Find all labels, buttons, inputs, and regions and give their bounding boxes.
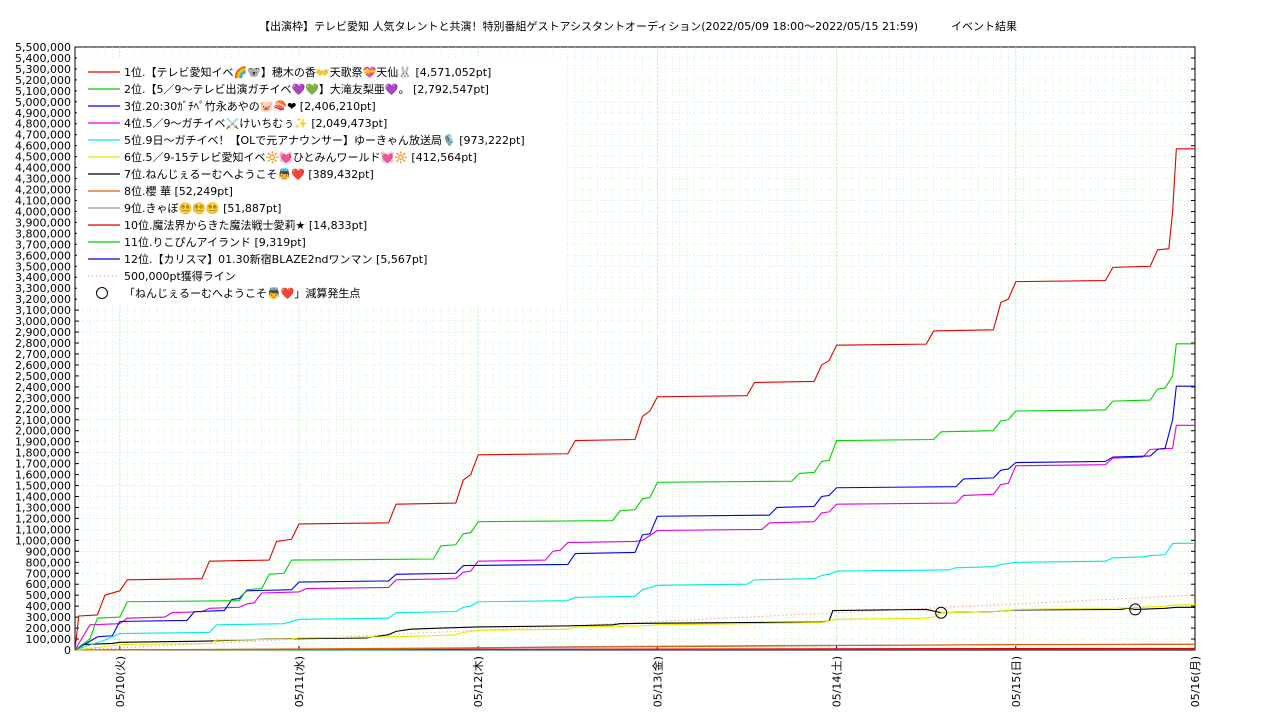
y-tick-label: 2,800,000 [15,337,71,350]
legend-label: 10位.魔法界からきた魔法戦士愛莉★ [14,833pt] [124,218,367,232]
y-tick-label: 700,000 [26,567,72,580]
y-tick-label: 4,200,000 [15,184,71,197]
marker-point [935,606,948,619]
y-tick-label: 1,400,000 [15,491,71,504]
y-tick-label: 300,000 [26,611,72,624]
x-tick-label: 05/13(金) [650,656,664,707]
y-tick-label: 5,300,000 [15,63,71,76]
y-tick-label: 1,500,000 [15,480,71,493]
series-line [74,604,1195,651]
series-line [74,385,1195,651]
legend-label: 1位.【テレビ愛知イベ🌈🐨】穂木の香👐天歌祭💝天仙🐰 [4,571,052pt] [124,65,491,79]
y-tick-label: 3,900,000 [15,216,71,229]
y-tick-label: 5,400,000 [15,52,71,65]
y-tick-label: 2,500,000 [15,370,71,383]
y-tick-label: 1,600,000 [15,469,71,482]
y-tick-label: 4,500,000 [15,151,71,164]
y-tick-label: 2,200,000 [15,403,71,416]
y-tick-label: 4,400,000 [15,162,71,175]
y-tick-label: 5,500,000 [15,41,71,54]
y-tick-label: 4,100,000 [15,194,71,207]
marker-point [1129,603,1142,616]
x-tick-label: 05/15(日) [1010,656,1023,707]
y-tick-label: 1,200,000 [15,512,71,525]
y-tick-label: 3,000,000 [15,315,71,328]
y-tick-label: 4,800,000 [15,118,71,131]
legend-box [77,57,567,305]
y-axis: 0100,000200,000300,000400,000500,000600,… [15,41,1195,657]
y-tick-label: 2,300,000 [15,392,71,405]
y-tick-label: 100,000 [26,633,72,646]
y-tick-label: 2,000,000 [15,425,71,438]
y-tick-label: 1,300,000 [15,501,71,514]
chart-title: 【出演枠】テレビ愛知 人気タレントと共演！特別番組ゲストアシスタントオーディショ… [259,19,1017,33]
reference-line [74,594,1196,651]
y-tick-label: 3,300,000 [15,282,71,295]
legend-label: 3位.20:30ｶﾞﾁﾍﾟ竹永あやの🐷🍣❤ [2,406,210pt] [124,99,376,113]
y-tick-label: 600,000 [26,578,72,591]
series-group [74,148,1196,651]
y-tick-label: 3,200,000 [15,293,71,306]
marker-group [935,603,1142,619]
y-tick-label: 5,100,000 [15,85,71,98]
legend-label: 500,000pt獲得ライン [124,270,236,283]
y-tick-label: 2,600,000 [15,359,71,372]
y-tick-label: 3,400,000 [15,271,71,284]
legend-label: 「ねんじぇるーむへようこそ👼❤️」減算発生点 [124,286,360,300]
legend-label: 5位.9日〜ガチイベ！【OLで元アナウンサー】ゆーきゃん放送局🎙️ [973,2… [124,133,525,147]
y-tick-label: 2,900,000 [15,326,71,339]
y-tick-label: 5,000,000 [15,96,71,109]
series-line [74,643,1196,651]
y-tick-label: 2,100,000 [15,414,71,427]
y-tick-label: 4,700,000 [15,129,71,142]
y-tick-label: 3,800,000 [15,227,71,240]
y-tick-label: 5,200,000 [15,74,71,87]
y-tick-label: 3,500,000 [15,260,71,273]
reference-line-path [74,594,1196,651]
y-tick-label: 1,700,000 [15,458,71,471]
y-tick-label: 1,900,000 [15,436,71,449]
x-tick-label: 05/11(水) [293,656,306,707]
legend-label: 8位.櫻 華 [52,249pt] [124,184,233,198]
y-tick-label: 3,700,000 [15,238,71,251]
legend-label: 2位.【5／9〜テレビ出演ガチイベ💜💚】大滝友梨亜💜。 [2,792,547pt… [124,82,489,96]
series-line [74,542,1195,651]
legend-label: 6位.5／9-15テレビ愛知イベ🔆💓ひとみんワールド💓🔆 [412,564pt] [124,150,477,164]
series-line [74,424,1195,651]
legend-label: 11位.りこぴんアイランド [9,319pt] [124,235,306,249]
y-tick-label: 1,000,000 [15,534,71,547]
y-tick-label: 4,900,000 [15,107,71,120]
y-tick-label: 4,000,000 [15,205,71,218]
x-tick-label: 05/14(土) [831,656,844,707]
legend-label: 7位.ねんじぇるーむへようこそ👼❤️ [389,432pt] [124,167,374,181]
series-line [74,148,1195,651]
y-tick-label: 1,100,000 [15,523,71,536]
y-tick-label: 400,000 [26,600,72,613]
y-tick-label: 3,100,000 [15,304,71,317]
y-tick-label: 200,000 [26,622,72,635]
y-tick-label: 2,400,000 [15,381,71,394]
y-tick-label: 500,000 [26,589,72,602]
x-axis: 05/10(火) 05/11(水) 05/12(木) 05/13(金) 05/14(土)… [114,646,1202,707]
legend: 1位.【テレビ愛知イベ🌈🐨】穂木の香👐天歌祭💝天仙🐰 [4,571,052pt]… [88,65,525,300]
legend-label: 9位.きゃぼ😵‍💫😵‍💫😵‍💫 [51,887pt] [124,201,281,215]
y-tick-label: 4,300,000 [15,173,71,186]
x-tick-label: 05/16(月) [1189,656,1202,707]
legend-label: 12位.【カリスマ】01.30新宿BLAZE2ndワンマン [5,567pt] [124,252,427,266]
x-tick-label: 05/10(火) [114,656,127,707]
y-tick-label: 900,000 [26,545,72,558]
y-tick-label: 1,800,000 [15,447,71,460]
y-tick-label: 3,600,000 [15,249,71,262]
legend-label: 4位.5／9〜ガチイベ⚔️けいちむぅ✨ [2,049,473pt] [124,116,387,130]
series-line [74,343,1195,651]
y-tick-label: 4,600,000 [15,140,71,153]
y-tick-label: 800,000 [26,556,72,569]
y-tick-label: 2,700,000 [15,348,71,361]
y-tick-label: 0 [64,644,71,657]
legend-swatch [96,287,108,299]
x-tick-label: 05/12(木) [472,656,485,707]
